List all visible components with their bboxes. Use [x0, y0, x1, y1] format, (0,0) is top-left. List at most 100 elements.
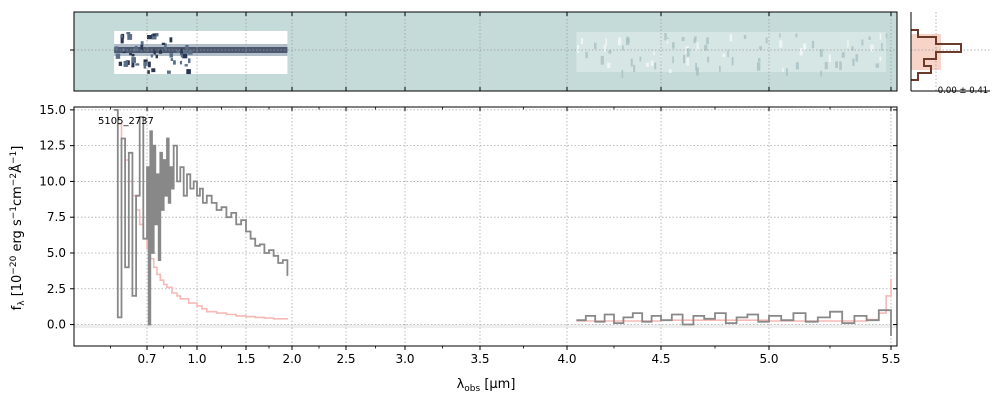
trace-grating-pixel	[686, 48, 690, 57]
x-axis-label: λobs [μm]	[457, 377, 516, 394]
trace-grating-pixel	[594, 42, 597, 49]
trace-noise-pixel	[161, 42, 165, 46]
x-tick-label: 0.7	[137, 352, 156, 366]
trace-grating-pixel	[585, 51, 588, 59]
trace-noise-pixel	[186, 69, 191, 75]
trace-grating-pixel	[870, 44, 874, 52]
grid-1d	[74, 107, 897, 346]
trace-grating-pixel	[672, 56, 674, 64]
trace-noise-pixel	[155, 33, 159, 37]
trace-grating-pixel	[681, 37, 685, 42]
grid-2d	[74, 12, 897, 91]
trace-noise-pixel	[180, 48, 184, 54]
trace-grating-pixel	[852, 58, 855, 66]
trace-grating-pixel	[839, 61, 842, 70]
y-axis-label: fλ [10−20 erg s−1cm−2Å−1]	[9, 146, 27, 311]
trace-grating-pixel	[819, 49, 823, 57]
y-tick-label: 15.0	[39, 103, 66, 117]
trace-noise-pixel	[170, 58, 174, 61]
trace-noise-pixel	[184, 64, 188, 67]
trace-noise-pixel	[126, 32, 131, 35]
trace-grating-pixel	[729, 34, 733, 42]
trace-grating-pixel	[731, 57, 734, 66]
trace-grating-pixel	[650, 60, 654, 66]
x-tick-label: 1.5	[236, 352, 255, 366]
x-tick-label: 3.5	[470, 352, 489, 366]
trace-grating-pixel	[668, 69, 672, 73]
trace-noise-pixel	[124, 61, 128, 67]
trace-noise-pixel	[182, 53, 188, 59]
trace-grating-pixel	[722, 53, 726, 57]
x-tick-label: 2.0	[282, 352, 301, 366]
ticks-1d	[70, 107, 897, 350]
trace-noise-pixel	[129, 53, 133, 56]
trace-grating-pixel	[795, 62, 799, 70]
object-id-label: 5105_2737	[98, 116, 154, 127]
trace-grating-pixel	[811, 40, 815, 49]
trace-noise-pixel	[143, 59, 148, 63]
trace-grating-pixel	[875, 63, 879, 68]
trace-grating-pixel	[706, 37, 709, 45]
trace-noise-pixel	[188, 50, 193, 55]
trace-noise-pixel	[134, 45, 138, 51]
trace-noise-pixel	[140, 41, 144, 47]
trace-grating-pixel	[828, 54, 831, 63]
trace-noise-pixel	[176, 50, 180, 54]
trace-noise-pixel	[167, 70, 171, 74]
trace-noise-pixel	[131, 53, 135, 57]
trace-grating-pixel	[653, 51, 655, 56]
trace-grating-pixel	[633, 64, 636, 73]
trace-grating-pixel	[782, 67, 784, 73]
trace-grating-pixel	[795, 33, 798, 38]
trace-grating-pixel	[600, 55, 604, 65]
y-tick-labels: 0.0 2.5 5.0 7.5 10.0 12.5 15.0	[39, 103, 66, 332]
trace-noise-pixel	[131, 61, 135, 68]
trace-grating-pixel	[861, 39, 864, 46]
trace-grating-pixel	[841, 52, 845, 58]
y-tick-label: 7.5	[47, 210, 66, 224]
y-tick-label: 12.5	[39, 139, 66, 153]
trace-noise-pixel	[173, 60, 176, 65]
x-tick-label: 4.5	[651, 352, 670, 366]
y-tick-label: 10.0	[39, 174, 66, 188]
trace-grating-pixel	[868, 36, 871, 40]
trace-noise-pixel	[164, 43, 167, 50]
trace-grating-pixel	[820, 70, 823, 77]
trace-noise-pixel	[118, 61, 123, 66]
trace-noise-pixel	[147, 35, 152, 40]
x-tick-label: 1.0	[187, 352, 206, 366]
x-tick-labels: 0.7 1.0 1.5 2.0 2.5 3.0 3.5 4.0 4.5 5.0 5.5	[137, 352, 900, 366]
zero-band	[74, 324, 897, 328]
trace-grating-pixel	[881, 43, 883, 51]
trace-noise-pixel	[115, 53, 121, 59]
trace-grating-pixel	[695, 63, 698, 71]
panel-1d-spectrum: 0.7 1.0 1.5 2.0 2.5 3.0 3.5 4.0 4.5 5.0 5.5 0.0 2.5…	[9, 103, 901, 394]
trace-noise-pixel	[151, 34, 154, 39]
trace-grating-pixel	[605, 38, 608, 46]
panel-residual-histogram: 0.00 ± 0.41	[910, 12, 990, 96]
x-tick-label: 4.0	[557, 352, 576, 366]
histogram-bars	[911, 12, 990, 91]
trace-grating-pixel	[683, 55, 686, 64]
trace-noise-pixel	[150, 54, 154, 58]
x-tick-label: 5.5	[881, 352, 900, 366]
trace-noise-pixel	[155, 54, 158, 59]
x-tick-label: 2.5	[336, 352, 355, 366]
trace-grating-pixel	[608, 50, 612, 54]
trace-grating-pixel	[693, 38, 696, 44]
trace-grating-pixel	[622, 45, 624, 51]
trace-grating-pixel	[603, 44, 607, 52]
trace-noise-pixel	[169, 37, 173, 43]
hist-step-line	[911, 29, 962, 81]
x-tick-label: 5.0	[759, 352, 778, 366]
trace-noise-pixel	[122, 51, 126, 54]
trace-grating-pixel	[618, 37, 622, 46]
2d-trace	[114, 31, 888, 78]
trace-grating-pixel	[580, 37, 584, 44]
trace-noise-pixel	[120, 34, 123, 38]
trace-noise-pixel	[143, 65, 147, 69]
trace-noise-pixel	[131, 57, 136, 63]
trace-grating-pixel	[577, 45, 580, 53]
panel-2d-spectrum	[70, 11, 898, 92]
trace-grating-pixel	[847, 39, 849, 48]
